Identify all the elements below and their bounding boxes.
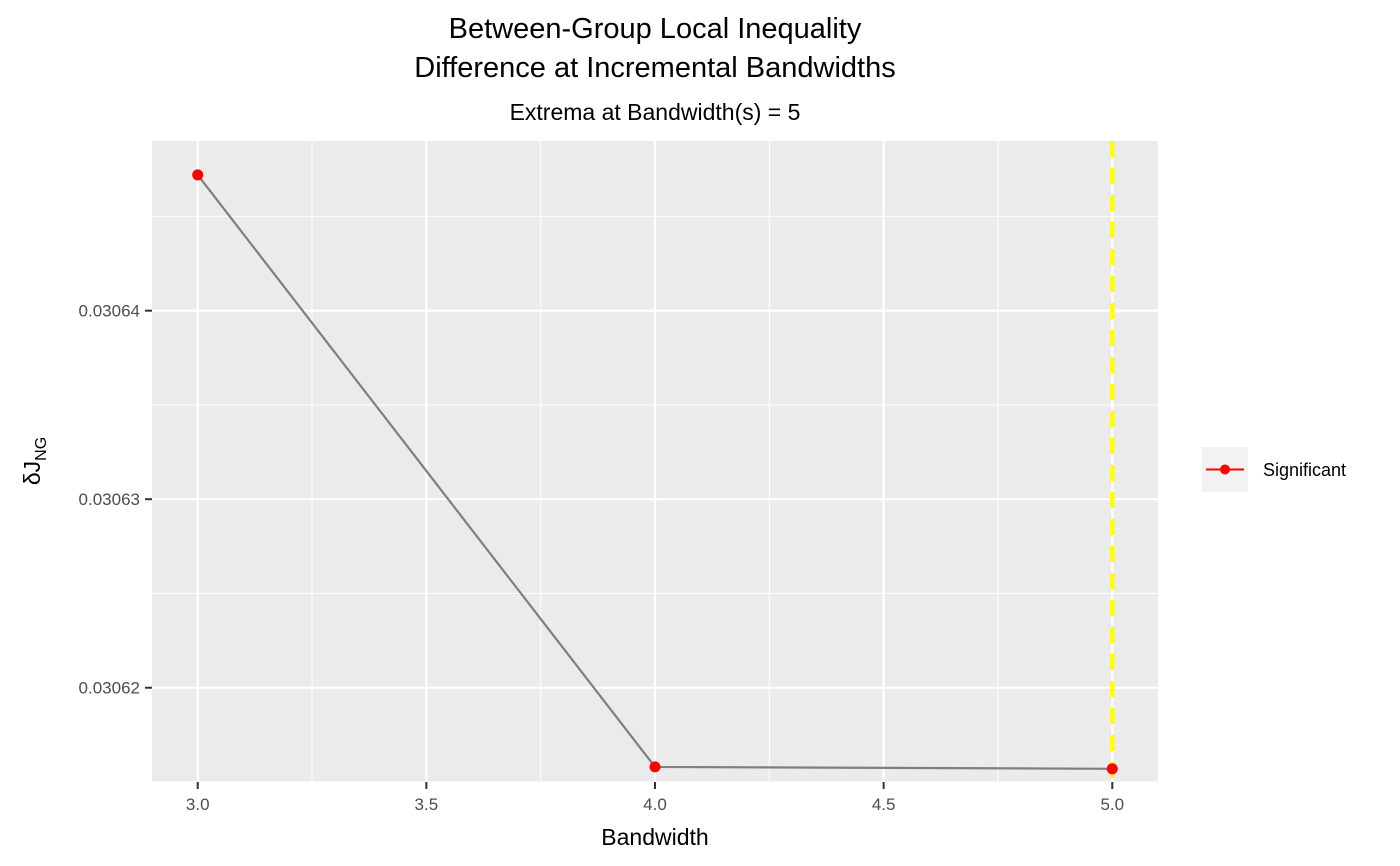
y-axis-title-subscript: NG <box>33 437 50 461</box>
x-tick-label: 3.5 <box>415 795 439 814</box>
legend: Significant <box>1202 447 1346 492</box>
legend-key-point <box>1220 464 1230 475</box>
x-tick-label: 4.0 <box>643 795 667 814</box>
data-point <box>649 761 661 773</box>
data-point <box>1106 763 1118 775</box>
y-tick-label: 0.03063 <box>79 490 140 509</box>
y-tick-label: 0.03064 <box>79 302 140 321</box>
chart-title-line-1: Between-Group Local Inequality <box>449 13 862 45</box>
chart-marks <box>192 141 1118 782</box>
y-tick-label: 0.03062 <box>79 679 140 698</box>
chart-subtitle: Extrema at Bandwidth(s) = 5 <box>510 99 801 125</box>
y-axis-title: δJNG <box>19 437 50 485</box>
y-axis-title-main: δJ <box>19 461 45 485</box>
legend-label-significant: Significant <box>1263 460 1346 480</box>
axis-ticks: 3.0 3.5 4.0 4.5 5.0 0.03062 0.03063 0.03064 <box>79 302 1125 814</box>
chart-title-line-2: Difference at Incremental Bandwidths <box>414 52 895 84</box>
x-tick-label: 3.0 <box>186 795 210 814</box>
grid-lines <box>152 141 1158 783</box>
x-tick-label: 5.0 <box>1100 795 1124 814</box>
data-point <box>192 169 204 181</box>
x-axis-title: Bandwidth <box>601 824 708 850</box>
x-tick-label: 4.5 <box>872 795 896 814</box>
